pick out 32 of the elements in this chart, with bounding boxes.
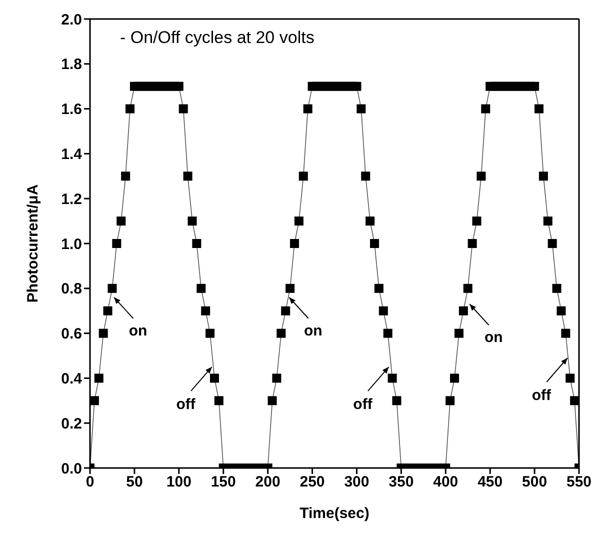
- annotation: on: [304, 322, 322, 340]
- x-tick-label: 450: [478, 474, 503, 491]
- y-tick-label: 1.2: [61, 190, 82, 208]
- x-tick-label: 350: [388, 474, 414, 491]
- x-axis-title: Time(sec): [300, 505, 370, 522]
- annotation: off: [176, 396, 196, 413]
- y-tick-label: 0.0: [61, 460, 82, 478]
- annotation: off: [532, 386, 552, 404]
- annotation: - On/Off cycles at 20 volts: [120, 28, 314, 48]
- x-tick-label: 0: [86, 474, 94, 491]
- y-tick-label: 1.0: [61, 236, 82, 253]
- x-tick-label: 200: [255, 474, 280, 491]
- y-axis-title: Photocurrent/μA: [24, 184, 42, 303]
- y-tick-label: 0.8: [61, 280, 82, 298]
- x-tick-label: 300: [344, 474, 370, 491]
- x-tick-label: 100: [166, 474, 192, 491]
- x-tick-label: 50: [126, 474, 143, 491]
- annotation: on: [128, 322, 148, 340]
- y-tick-label: 0.2: [61, 415, 82, 432]
- y-tick-label: 1.4: [61, 146, 83, 164]
- y-tick-label: 0.4: [61, 370, 83, 388]
- y-tick-label: 1.8: [61, 56, 82, 74]
- x-tick-label: 250: [300, 474, 325, 491]
- x-tick-label: 150: [210, 474, 236, 491]
- y-tick-label: 2.0: [61, 11, 82, 28]
- annotation: on: [484, 329, 503, 346]
- x-tick-label: 500: [522, 474, 548, 491]
- y-tick-label: 0.6: [61, 326, 82, 343]
- x-tick-label: 550: [566, 474, 592, 491]
- x-tick-label: 400: [433, 474, 458, 491]
- y-tick-label: 1.6: [61, 101, 82, 118]
- annotation: off: [353, 396, 374, 413]
